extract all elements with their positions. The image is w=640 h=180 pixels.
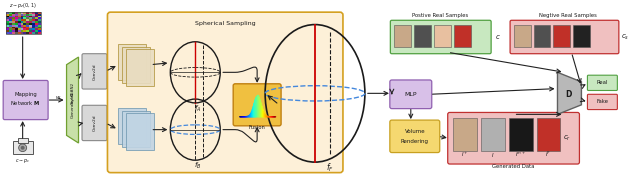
Text: $I^{m+}$: $I^{m+}$ (515, 150, 526, 159)
Bar (6, 12, 40, 34)
Text: $c_r$: $c_r$ (563, 134, 572, 143)
Text: Fusion: Fusion (249, 125, 266, 130)
Text: Conv2d: Conv2d (93, 63, 97, 80)
Circle shape (19, 144, 27, 152)
Text: $f_A$: $f_A$ (193, 103, 201, 114)
Text: Spherical Sampling: Spherical Sampling (195, 21, 255, 26)
Polygon shape (127, 113, 154, 150)
FancyBboxPatch shape (82, 54, 107, 89)
Polygon shape (122, 111, 150, 147)
FancyBboxPatch shape (448, 112, 579, 164)
FancyBboxPatch shape (390, 80, 432, 109)
Polygon shape (118, 108, 147, 144)
FancyBboxPatch shape (390, 20, 491, 54)
Polygon shape (67, 57, 79, 143)
FancyBboxPatch shape (108, 12, 343, 173)
Text: Volume: Volume (404, 129, 425, 134)
FancyBboxPatch shape (82, 105, 107, 141)
FancyBboxPatch shape (510, 20, 619, 54)
Bar (434, 25, 451, 47)
Text: $f_B$: $f_B$ (193, 161, 201, 171)
Text: $z \sim p_z(0,1)$: $z \sim p_z(0,1)$ (9, 1, 36, 10)
Bar (13, 141, 33, 154)
Bar (454, 25, 470, 47)
Bar (536, 118, 561, 151)
Text: Real: Real (596, 80, 608, 85)
FancyBboxPatch shape (390, 120, 440, 153)
Bar (18, 138, 28, 143)
Text: Network $\mathbf{M}$: Network $\mathbf{M}$ (10, 99, 41, 107)
Bar (481, 118, 504, 151)
Circle shape (20, 146, 25, 150)
Bar (452, 118, 477, 151)
FancyBboxPatch shape (588, 75, 618, 91)
Bar (513, 25, 531, 47)
Bar (534, 25, 550, 47)
Text: Conv2d: Conv2d (93, 115, 97, 131)
Text: $I$: $I$ (491, 151, 494, 159)
Text: $f_F$: $f_F$ (326, 162, 334, 174)
FancyBboxPatch shape (588, 94, 618, 110)
Bar (573, 25, 591, 47)
Bar (554, 25, 570, 47)
Text: MLP: MLP (404, 92, 417, 97)
Text: Postive Real Samples: Postive Real Samples (412, 13, 468, 18)
Text: $c \sim p_c$: $c \sim p_c$ (15, 157, 31, 165)
Polygon shape (557, 72, 581, 114)
Text: $I^P$: $I^P$ (545, 150, 552, 159)
Text: $c_s$: $c_s$ (621, 32, 630, 42)
Bar (394, 25, 411, 47)
Text: Generated Data: Generated Data (492, 164, 535, 169)
Text: $\mathbf{D}$: $\mathbf{D}$ (566, 88, 573, 99)
Text: Negtive Real Samples: Negtive Real Samples (538, 13, 596, 18)
Text: Mapping: Mapping (14, 92, 37, 97)
FancyBboxPatch shape (3, 80, 48, 120)
Text: Fake: Fake (596, 99, 609, 104)
Polygon shape (118, 44, 147, 80)
Text: $c$: $c$ (495, 33, 500, 41)
Polygon shape (122, 47, 150, 83)
Text: Generator $\mathbf{G}$: Generator $\mathbf{G}$ (69, 92, 76, 120)
Text: $I^+$: $I^+$ (461, 150, 468, 159)
Polygon shape (127, 49, 154, 86)
Bar (509, 118, 532, 151)
Bar (414, 25, 431, 47)
Text: Rendering: Rendering (401, 139, 429, 144)
Text: $w$: $w$ (56, 94, 61, 101)
Text: StyleGAN2: StyleGAN2 (70, 82, 74, 104)
FancyBboxPatch shape (233, 84, 281, 126)
